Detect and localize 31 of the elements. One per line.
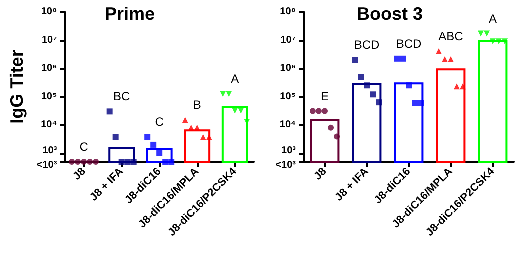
- y-tick-label: 10⁵: [280, 91, 296, 102]
- y-tick-label: 10⁸: [280, 6, 296, 18]
- x-tick-label: J8: [312, 166, 330, 183]
- annotation: A: [231, 72, 240, 86]
- annotation: B: [193, 98, 202, 112]
- annotation: A: [488, 12, 498, 26]
- annotation: BCD: [396, 36, 422, 51]
- y-tick-label: 10³: [282, 145, 297, 156]
- y-tick-label: 10⁴: [41, 120, 58, 131]
- y-tick-label: <10³: [276, 160, 297, 171]
- annotation: BC: [114, 90, 131, 104]
- annotation: ABC: [438, 30, 464, 44]
- y-tick-label: 10⁶: [280, 63, 296, 74]
- y-tick-label: 10⁷: [42, 34, 58, 46]
- annotation: BCD: [354, 38, 380, 52]
- x-tick-label: J8 + IFA: [333, 166, 372, 204]
- chart-title: Prime: [104, 4, 156, 24]
- y-tick-label: 10³: [42, 145, 58, 156]
- annotation: C: [80, 140, 89, 154]
- x-tick-label: J8: [71, 166, 88, 183]
- x-tick-label: J8 + IFA: [88, 166, 126, 204]
- y-tick-label: 10⁵: [41, 91, 58, 102]
- y-axis-title: IgG Titer: [7, 50, 27, 124]
- y-tick-label: 10⁴: [280, 120, 296, 131]
- y-tick-label: 10⁷: [280, 34, 296, 46]
- annotation: E: [320, 89, 330, 104]
- y-tick-label: 10⁶: [41, 63, 58, 74]
- chart-title: Boost 3: [356, 4, 424, 24]
- y-tick-label: <10³: [36, 160, 58, 171]
- annotation: C: [155, 115, 164, 130]
- y-tick-label: 10⁸: [41, 6, 58, 18]
